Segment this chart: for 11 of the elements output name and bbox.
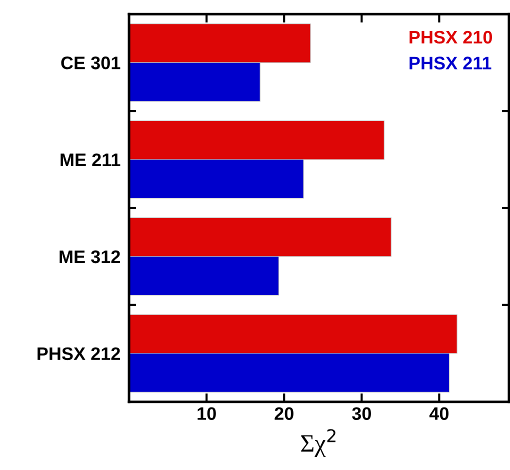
y-tick-label: PHSX 212 [38, 347, 120, 360]
x-axis-title: Σχ$^{2}$ [301, 429, 336, 457]
y-tick-label: ME 312 [60, 250, 120, 264]
x-tick-label: 20 [274, 407, 294, 420]
y-tick-label: CE 301 [61, 56, 120, 70]
text: PHSX 211 [410, 56, 492, 70]
x-tick-label: 40 [429, 407, 448, 420]
text: PHSX 210 [410, 30, 492, 44]
x-tick-label: 10 [198, 407, 216, 420]
y-tick-label: ME 211 [60, 153, 120, 166]
x-tick-label: 30 [352, 407, 371, 420]
